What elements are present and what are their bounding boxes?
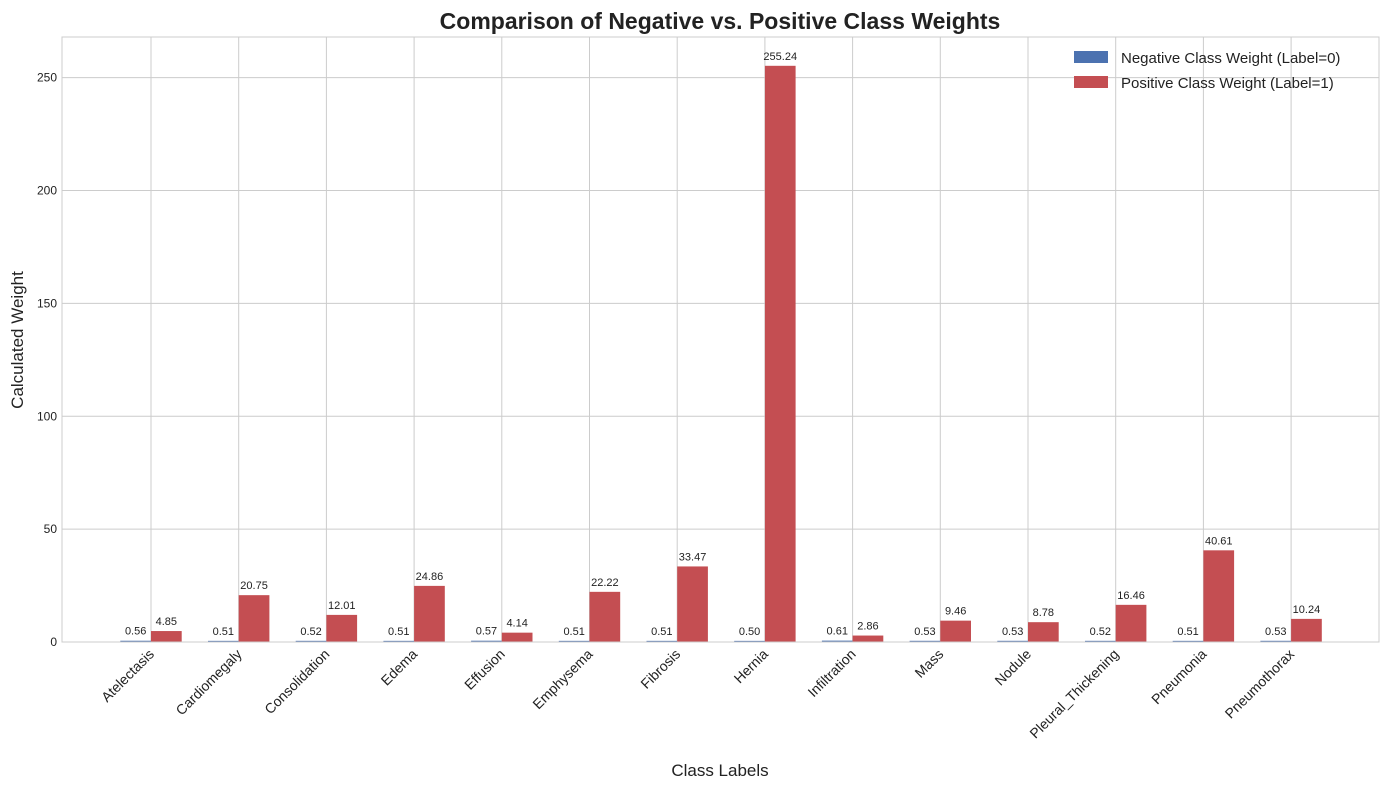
x-tick-label: Edema [378, 646, 421, 689]
bar-positive [1028, 622, 1059, 642]
bar-negative [120, 640, 151, 642]
bar-positive [852, 635, 884, 642]
y-tick-label: 150 [37, 296, 57, 310]
bar-labels: 0.56 0.51 0.52 0.51 0.57 0.51 0.51 0.50 0.61 0.53… [125, 51, 1320, 638]
bar-positive [238, 595, 270, 642]
x-tick-label: Consolidation [261, 646, 332, 717]
y-ticks: 0 50 100 150 200 250 [37, 71, 57, 649]
bar-value-label-positive: 9.46 [945, 606, 966, 618]
bar-negative [997, 640, 1028, 642]
bar-negative [1172, 640, 1204, 642]
bar-value-label-negative: 0.50 [739, 626, 760, 638]
bar-value-label-negative: 0.51 [651, 626, 672, 638]
x-tick-label: Cardiomegaly [172, 646, 244, 718]
bar-value-label-positive: 33.47 [679, 551, 707, 563]
x-tick-label: Atelectasis [98, 646, 157, 705]
bar-value-label-negative: 0.53 [1002, 626, 1023, 638]
bar-positive [677, 566, 708, 642]
x-tick-label: Hernia [731, 646, 772, 687]
chart-title: Comparison of Negative vs. Positive Clas… [440, 8, 1001, 34]
bar-positive [501, 632, 533, 642]
bar-positive [1291, 618, 1322, 642]
x-axis-label: Class Labels [671, 761, 768, 780]
bars-layer [120, 65, 1322, 642]
y-tick-label: 250 [37, 71, 57, 85]
bar-positive [326, 614, 358, 642]
bar-positive [1115, 604, 1147, 642]
bar-negative [471, 640, 502, 642]
bar-value-label-positive: 255.24 [763, 51, 797, 63]
bar-value-label-positive: 16.46 [1117, 590, 1145, 602]
bar-positive [1203, 550, 1235, 642]
plot-frame [61, 36, 1380, 643]
x-tick-label: Mass [911, 646, 946, 681]
bar-negative [646, 640, 678, 642]
legend: Negative Class Weight (Label=0) Positive… [1074, 50, 1340, 92]
bar-value-label-positive: 12.01 [328, 600, 356, 612]
bar-value-label-positive: 40.61 [1205, 535, 1233, 547]
x-tick-label: Nodule [991, 646, 1034, 689]
bar-negative [1085, 640, 1116, 642]
bar-value-label-positive: 22.22 [591, 577, 619, 589]
bar-value-label-negative: 0.57 [476, 626, 497, 638]
bar-value-label-positive: 4.14 [506, 618, 527, 630]
bar-value-label-negative: 0.51 [563, 626, 584, 638]
bar-value-label-negative: 0.61 [827, 626, 848, 638]
y-tick-label: 0 [50, 635, 57, 649]
legend-swatch-negative [1074, 51, 1108, 63]
bar-value-label-positive: 24.86 [416, 571, 444, 583]
legend-label-negative: Negative Class Weight (Label=0) [1121, 50, 1340, 67]
y-tick-label: 50 [44, 522, 58, 536]
bar-negative [821, 640, 853, 642]
bar-value-label-negative: 0.53 [914, 626, 935, 638]
bar-negative [208, 640, 239, 642]
bar-positive [764, 65, 796, 642]
bar-positive [414, 585, 445, 642]
bar-value-label-positive: 8.78 [1033, 607, 1054, 619]
bar-value-label-negative: 0.51 [1177, 626, 1198, 638]
bar-negative [734, 640, 765, 642]
bar-negative [1260, 640, 1292, 642]
bar-value-label-negative: 0.52 [300, 626, 321, 638]
bar-negative [295, 640, 327, 642]
y-tick-label: 100 [37, 409, 57, 423]
legend-label-positive: Positive Class Weight (Label=1) [1121, 75, 1334, 92]
bar-value-label-negative: 0.56 [125, 626, 146, 638]
x-ticks: Atelectasis Cardiomegaly Consolidation Edem… [98, 646, 1297, 742]
bar-value-label-positive: 10.24 [1293, 604, 1321, 616]
bar-negative [383, 640, 415, 642]
bar-negative [909, 640, 941, 642]
bar-positive [151, 631, 182, 642]
x-tick-label: Pleural_Thickening [1026, 646, 1122, 742]
y-axis-label: Calculated Weight [8, 271, 27, 409]
x-tick-label: Emphysema [529, 646, 595, 712]
bar-value-label-positive: 2.86 [857, 621, 878, 633]
legend-swatch-positive [1074, 76, 1108, 88]
x-tick-label: Pneumothorax [1222, 646, 1298, 722]
x-tick-label: Infiltration [804, 646, 858, 700]
bar-negative [558, 640, 590, 642]
x-tick-label: Effusion [461, 646, 508, 693]
bar-value-label-negative: 0.51 [388, 626, 409, 638]
x-tick-label: Pneumonia [1148, 646, 1210, 708]
bar-value-label-positive: 20.75 [240, 580, 268, 592]
x-tick-label: Fibrosis [637, 646, 683, 692]
bar-value-label-negative: 0.51 [213, 626, 234, 638]
bar-positive [589, 591, 621, 642]
bar-positive [940, 620, 971, 642]
bar-value-label-positive: 4.85 [156, 616, 177, 628]
bar-value-label-negative: 0.52 [1090, 626, 1111, 638]
grid-layer [62, 37, 1379, 643]
y-tick-label: 200 [37, 184, 57, 198]
bar-value-label-negative: 0.53 [1265, 626, 1286, 638]
